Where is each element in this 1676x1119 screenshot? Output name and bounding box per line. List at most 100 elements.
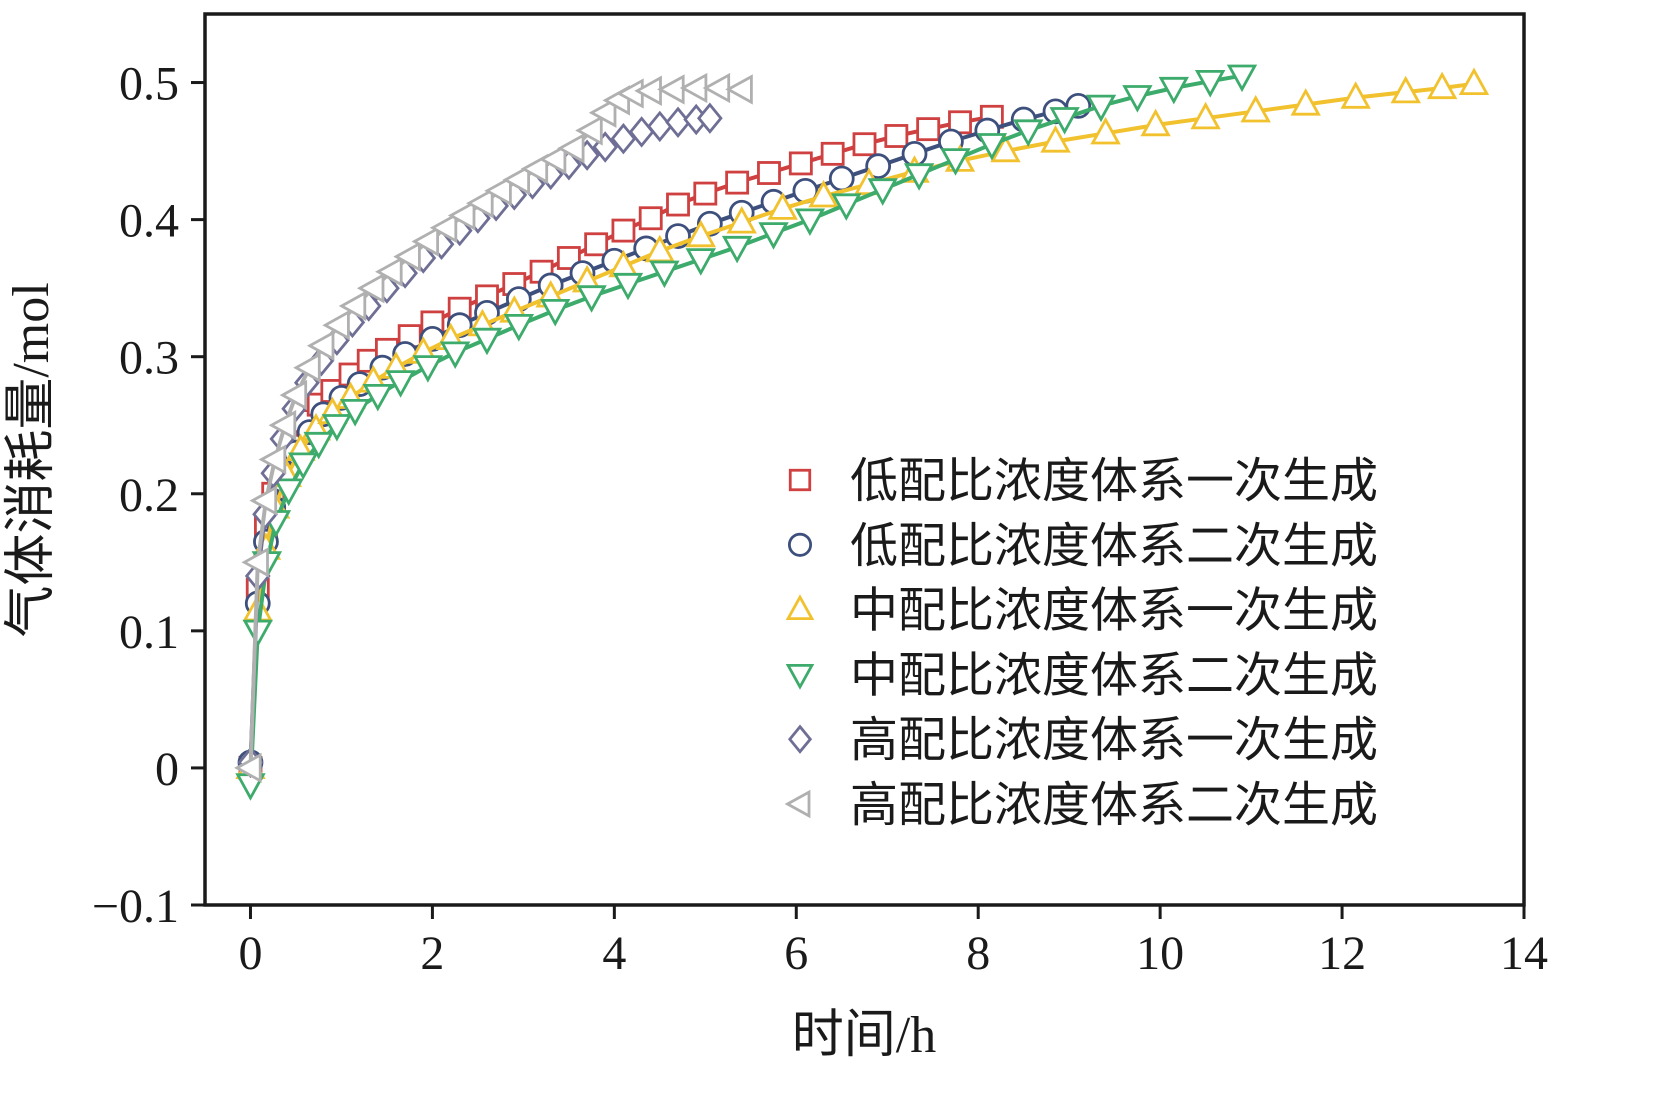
y-tick-label: −0.1 xyxy=(92,880,179,933)
circle-marker-icon xyxy=(787,532,813,557)
diamond-marker-icon xyxy=(696,102,723,134)
triangle-down-marker-icon xyxy=(976,133,1008,161)
triangle-left-marker-icon xyxy=(588,97,617,128)
triangle-down-marker-icon xyxy=(288,452,319,480)
square-marker-icon xyxy=(666,192,690,217)
triangle-up-marker-icon xyxy=(1426,71,1458,100)
square-marker-icon xyxy=(820,141,845,166)
square-marker-icon xyxy=(584,232,609,257)
triangle-down-marker-icon xyxy=(362,383,394,412)
triangle-up-marker-icon xyxy=(1390,75,1421,104)
y-axis-title: 气体消耗量/mol xyxy=(3,282,60,637)
legend-item-mid-ratio-second-gen: 中配比浓度体系二次生成 xyxy=(785,649,1378,702)
y-tick-label: 0 xyxy=(155,743,179,796)
triangle-up-marker-icon xyxy=(785,594,815,620)
series-high-ratio-second-gen xyxy=(234,72,753,784)
legend-label: 低配比浓度体系二次生成 xyxy=(850,520,1378,573)
legend-label: 中配比浓度体系一次生成 xyxy=(850,585,1378,638)
triangle-down-marker-icon xyxy=(1158,76,1189,105)
triangle-down-marker-icon xyxy=(576,285,607,313)
square-marker-icon xyxy=(884,124,909,148)
diamond-marker-icon xyxy=(787,724,813,754)
triangle-left-marker-icon xyxy=(575,115,603,146)
legend-item-low-ratio-first-gen: 低配比浓度体系一次生成 xyxy=(788,455,1378,508)
triangle-up-marker-icon xyxy=(1140,108,1171,137)
triangle-left-marker-icon xyxy=(447,200,476,231)
y-tick-label: 0.3 xyxy=(119,332,179,385)
triangle-down-marker-icon xyxy=(1013,119,1044,147)
series-mid-ratio-second-gen xyxy=(235,64,1258,801)
square-marker-icon xyxy=(757,161,781,185)
triangle-up-marker-icon xyxy=(990,134,1021,163)
square-marker-icon xyxy=(788,151,813,176)
triangle-left-marker-icon xyxy=(784,789,811,819)
legend-label: 低配比浓度体系一次生成 xyxy=(850,455,1378,508)
diamond-marker-icon xyxy=(646,110,673,143)
triangle-down-marker-icon xyxy=(1194,70,1226,98)
square-marker-icon xyxy=(556,246,581,270)
triangle-left-marker-icon xyxy=(502,164,530,196)
triangle-left-marker-icon xyxy=(268,410,297,441)
triangle-up-marker-icon xyxy=(685,219,716,248)
triangle-up-marker-icon xyxy=(1090,116,1121,145)
triangle-down-marker-icon xyxy=(612,272,644,301)
triangle-left-marker-icon xyxy=(249,485,278,516)
triangle-down-marker-icon xyxy=(794,208,826,236)
triangle-down-marker-icon xyxy=(303,431,334,460)
legend-label: 高配比浓度体系一次生成 xyxy=(850,714,1378,767)
plot-frame xyxy=(203,12,1526,907)
triangle-left-marker-icon xyxy=(375,256,403,287)
triangle-down-marker-icon xyxy=(471,327,503,356)
triangle-left-marker-icon xyxy=(679,72,708,104)
triangle-up-marker-icon xyxy=(1190,101,1221,130)
triangle-left-marker-icon xyxy=(466,187,494,219)
y-tick-label: 0.5 xyxy=(119,58,179,111)
x-tick-label: 0 xyxy=(238,927,262,980)
triangle-down-marker-icon xyxy=(321,414,353,442)
triangle-left-marker-icon xyxy=(429,212,458,244)
x-tick-label: 8 xyxy=(966,927,990,980)
triangle-down-marker-icon xyxy=(758,222,789,250)
triangle-down-marker-icon xyxy=(273,478,304,507)
legend-label: 高配比浓度体系二次生成 xyxy=(850,779,1378,832)
square-marker-icon xyxy=(916,117,941,142)
triangle-left-marker-icon xyxy=(234,752,262,784)
triangle-up-marker-icon xyxy=(767,192,798,220)
triangle-down-marker-icon xyxy=(1122,85,1153,113)
triangle-left-marker-icon xyxy=(538,144,567,175)
triangle-left-marker-icon xyxy=(393,241,421,272)
x-axis-title: 时间/h xyxy=(792,1007,936,1064)
triangle-up-marker-icon xyxy=(726,206,757,234)
square-marker-icon xyxy=(638,206,663,231)
triangle-left-marker-icon xyxy=(725,74,753,105)
triangle-left-marker-icon xyxy=(338,290,367,322)
square-marker-icon xyxy=(725,170,750,195)
y-tick-label: 0.4 xyxy=(119,195,179,248)
circle-marker-icon xyxy=(828,165,855,192)
legend-item-mid-ratio-first-gen: 中配比浓度体系一次生成 xyxy=(785,585,1378,638)
square-marker-icon xyxy=(788,468,812,492)
triangle-left-marker-icon xyxy=(279,379,308,411)
triangle-up-marker-icon xyxy=(1240,94,1271,123)
triangle-left-marker-icon xyxy=(411,226,440,257)
circle-marker-icon xyxy=(865,153,892,180)
triangle-down-marker-icon xyxy=(412,355,444,383)
legend-item-high-ratio-first-gen: 高配比浓度体系一次生成 xyxy=(787,714,1378,767)
square-marker-icon xyxy=(693,181,718,206)
triangle-down-marker-icon xyxy=(940,148,971,176)
triangle-down-marker-icon xyxy=(1085,94,1117,123)
triangle-left-marker-icon xyxy=(293,352,321,383)
triangle-left-marker-icon xyxy=(306,330,335,361)
triangle-down-marker-icon xyxy=(540,298,571,327)
triangle-down-marker-icon xyxy=(785,664,815,690)
x-tick-label: 2 xyxy=(420,927,444,980)
x-tick-label: 10 xyxy=(1136,927,1184,980)
triangle-left-marker-icon xyxy=(520,153,549,185)
triangle-down-marker-icon xyxy=(685,248,716,276)
triangle-left-marker-icon xyxy=(702,72,731,104)
square-marker-icon xyxy=(852,132,877,157)
x-tick-label: 6 xyxy=(784,927,808,980)
triangle-left-marker-icon xyxy=(557,133,585,164)
legend: 低配比浓度体系一次生成低配比浓度体系二次生成中配比浓度体系一次生成中配比浓度体系… xyxy=(784,455,1378,832)
